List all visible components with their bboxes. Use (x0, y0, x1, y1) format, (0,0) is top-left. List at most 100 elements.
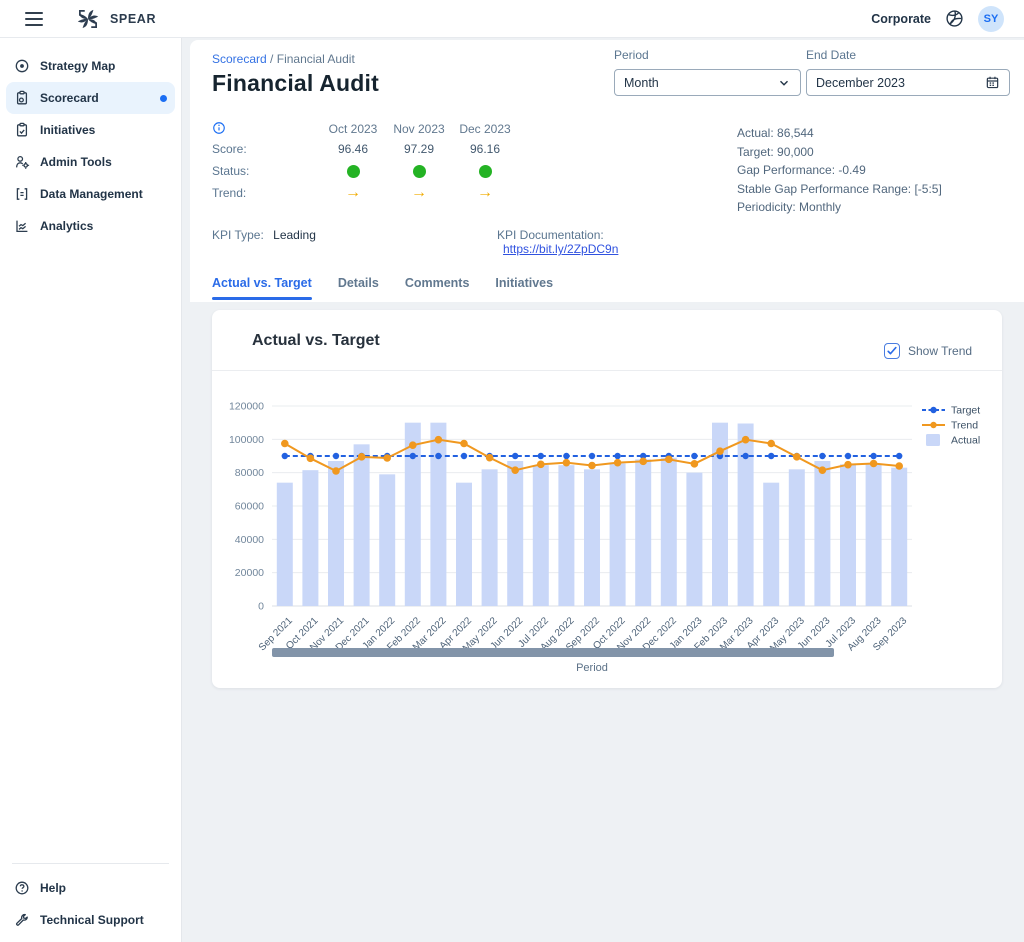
status-indicator-green (346, 164, 360, 178)
y-tick-label: 100000 (229, 434, 264, 446)
tab-comments[interactable]: Comments (404, 276, 470, 290)
globe-icon[interactable] (945, 9, 964, 28)
app-name: SPEAR (110, 11, 157, 26)
actual-bar (302, 470, 319, 606)
show-trend-checkbox[interactable]: Show Trend (884, 343, 972, 359)
page-title: Financial Audit (212, 70, 379, 96)
data-brackets-icon (14, 186, 30, 202)
detail-line: Stable Gap Performance Range: [-5:5] (737, 181, 942, 196)
status-indicator-green (412, 164, 426, 178)
end-date-label: End Date (806, 48, 857, 62)
analytics-icon (14, 218, 30, 234)
target-marker (460, 452, 468, 460)
calendar-icon[interactable] (985, 75, 1000, 90)
status-row-label: Status: (212, 164, 250, 178)
trend-marker (869, 459, 878, 468)
info-icon[interactable] (212, 121, 320, 138)
sidebar-item-initiatives[interactable]: Initiatives (6, 114, 175, 146)
sidebar-item-technical-support[interactable]: Technical Support (6, 904, 175, 936)
sidebar-item-strategy-map[interactable]: Strategy Map (6, 50, 175, 82)
hamburger-menu-icon[interactable] (25, 11, 43, 26)
legend-label: Actual (951, 435, 980, 447)
sidebar-item-label: Strategy Map (40, 59, 116, 73)
kpi-documentation-label: KPI Documentation: (497, 228, 604, 242)
y-tick-label: 60000 (235, 501, 264, 513)
target-marker (896, 452, 903, 460)
legend-label: Target (951, 405, 980, 417)
notification-dot (160, 94, 167, 102)
actual-bar (737, 423, 754, 606)
sidebar-item-help[interactable]: Help (6, 872, 175, 904)
sidebar-item-label: Admin Tools (40, 155, 112, 169)
help-icon (14, 880, 30, 896)
actual-bar (788, 469, 805, 606)
chart-title: Actual vs. Target (252, 332, 380, 349)
clipboard-check-icon (14, 122, 30, 138)
target-marker (435, 452, 442, 460)
trend-marker (460, 439, 468, 448)
tab-actual-vs-target[interactable]: Actual vs. Target (212, 268, 312, 302)
end-date-input[interactable]: December 2023 (806, 69, 1010, 96)
y-tick-label: 40000 (235, 534, 264, 546)
trend-marker (281, 439, 289, 448)
tab-initiatives[interactable]: Initiatives (495, 276, 554, 290)
y-tick-label: 0 (258, 601, 264, 613)
actual-bar (865, 464, 882, 606)
trend-marker (741, 435, 750, 444)
trend-marker (639, 457, 647, 466)
legend-label: Trend (951, 420, 978, 432)
target-marker (281, 452, 288, 460)
end-date-value: December 2023 (816, 75, 905, 90)
target-marker (691, 452, 698, 460)
period-select[interactable]: Month (614, 69, 801, 96)
actual-bar (507, 461, 524, 606)
trend-marker (511, 466, 519, 474)
legend-item-trend[interactable]: Trend (922, 420, 978, 432)
kpi-column-month: Nov 2023 (393, 122, 445, 136)
sidebar-item-data-management[interactable]: Data Management (6, 178, 175, 210)
tab-details[interactable]: Details (337, 276, 379, 290)
actual-bar (481, 469, 498, 606)
target-marker (819, 452, 826, 460)
kpi-summary-grid: Oct 2023 Nov 2023 Dec 2023 Score: 96.46 … (212, 120, 518, 204)
target-marker (512, 452, 519, 460)
trend-marker (895, 462, 903, 470)
sidebar-item-scorecard[interactable]: Scorecard (6, 82, 175, 114)
detail-line: Target: 90,000 (737, 144, 814, 159)
score-value: 96.46 (337, 142, 369, 156)
trend-marker (332, 467, 340, 475)
target-marker (409, 452, 416, 460)
legend-item-actual[interactable]: Actual (926, 434, 980, 447)
chart-horizontal-scrollbar[interactable] (272, 648, 834, 657)
trend-marker (409, 441, 417, 449)
user-gear-icon (14, 154, 30, 170)
actual-bar (686, 472, 703, 606)
kpi-documentation-link[interactable]: https://bit.ly/2ZpDC9n (503, 242, 619, 256)
trend-marker (485, 453, 494, 462)
trend-marker (537, 460, 545, 469)
trend-marker (716, 447, 724, 455)
y-tick-label: 20000 (235, 567, 264, 579)
sidebar-item-label: Data Management (40, 187, 143, 201)
detail-line: Periodicity: Monthly (737, 200, 842, 214)
target-marker (768, 452, 775, 460)
actual-bar (276, 482, 293, 606)
kpi-column-month: Dec 2023 (459, 122, 511, 136)
top-bar: SPEAR Corporate SY (0, 0, 1024, 38)
breadcrumb-link-scorecard[interactable]: Scorecard (212, 52, 267, 66)
legend-item-target[interactable]: Target (922, 405, 980, 417)
sidebar-item-analytics[interactable]: Analytics (6, 210, 175, 242)
breadcrumb-separator: / (270, 52, 274, 66)
sidebar: Strategy Map Scorecard Initiatives (0, 38, 182, 942)
org-selector[interactable]: Corporate (871, 11, 931, 26)
actual-bar (353, 444, 370, 606)
trend-marker (434, 435, 443, 444)
target-marker (588, 452, 596, 460)
x-axis-title: Period (576, 662, 608, 674)
target-marker (614, 452, 621, 460)
actual-bar (840, 464, 856, 606)
actual-bar (814, 461, 831, 606)
sidebar-item-admin-tools[interactable]: Admin Tools (6, 146, 175, 178)
user-avatar[interactable]: SY (978, 5, 1004, 32)
actual-bar (558, 465, 575, 606)
